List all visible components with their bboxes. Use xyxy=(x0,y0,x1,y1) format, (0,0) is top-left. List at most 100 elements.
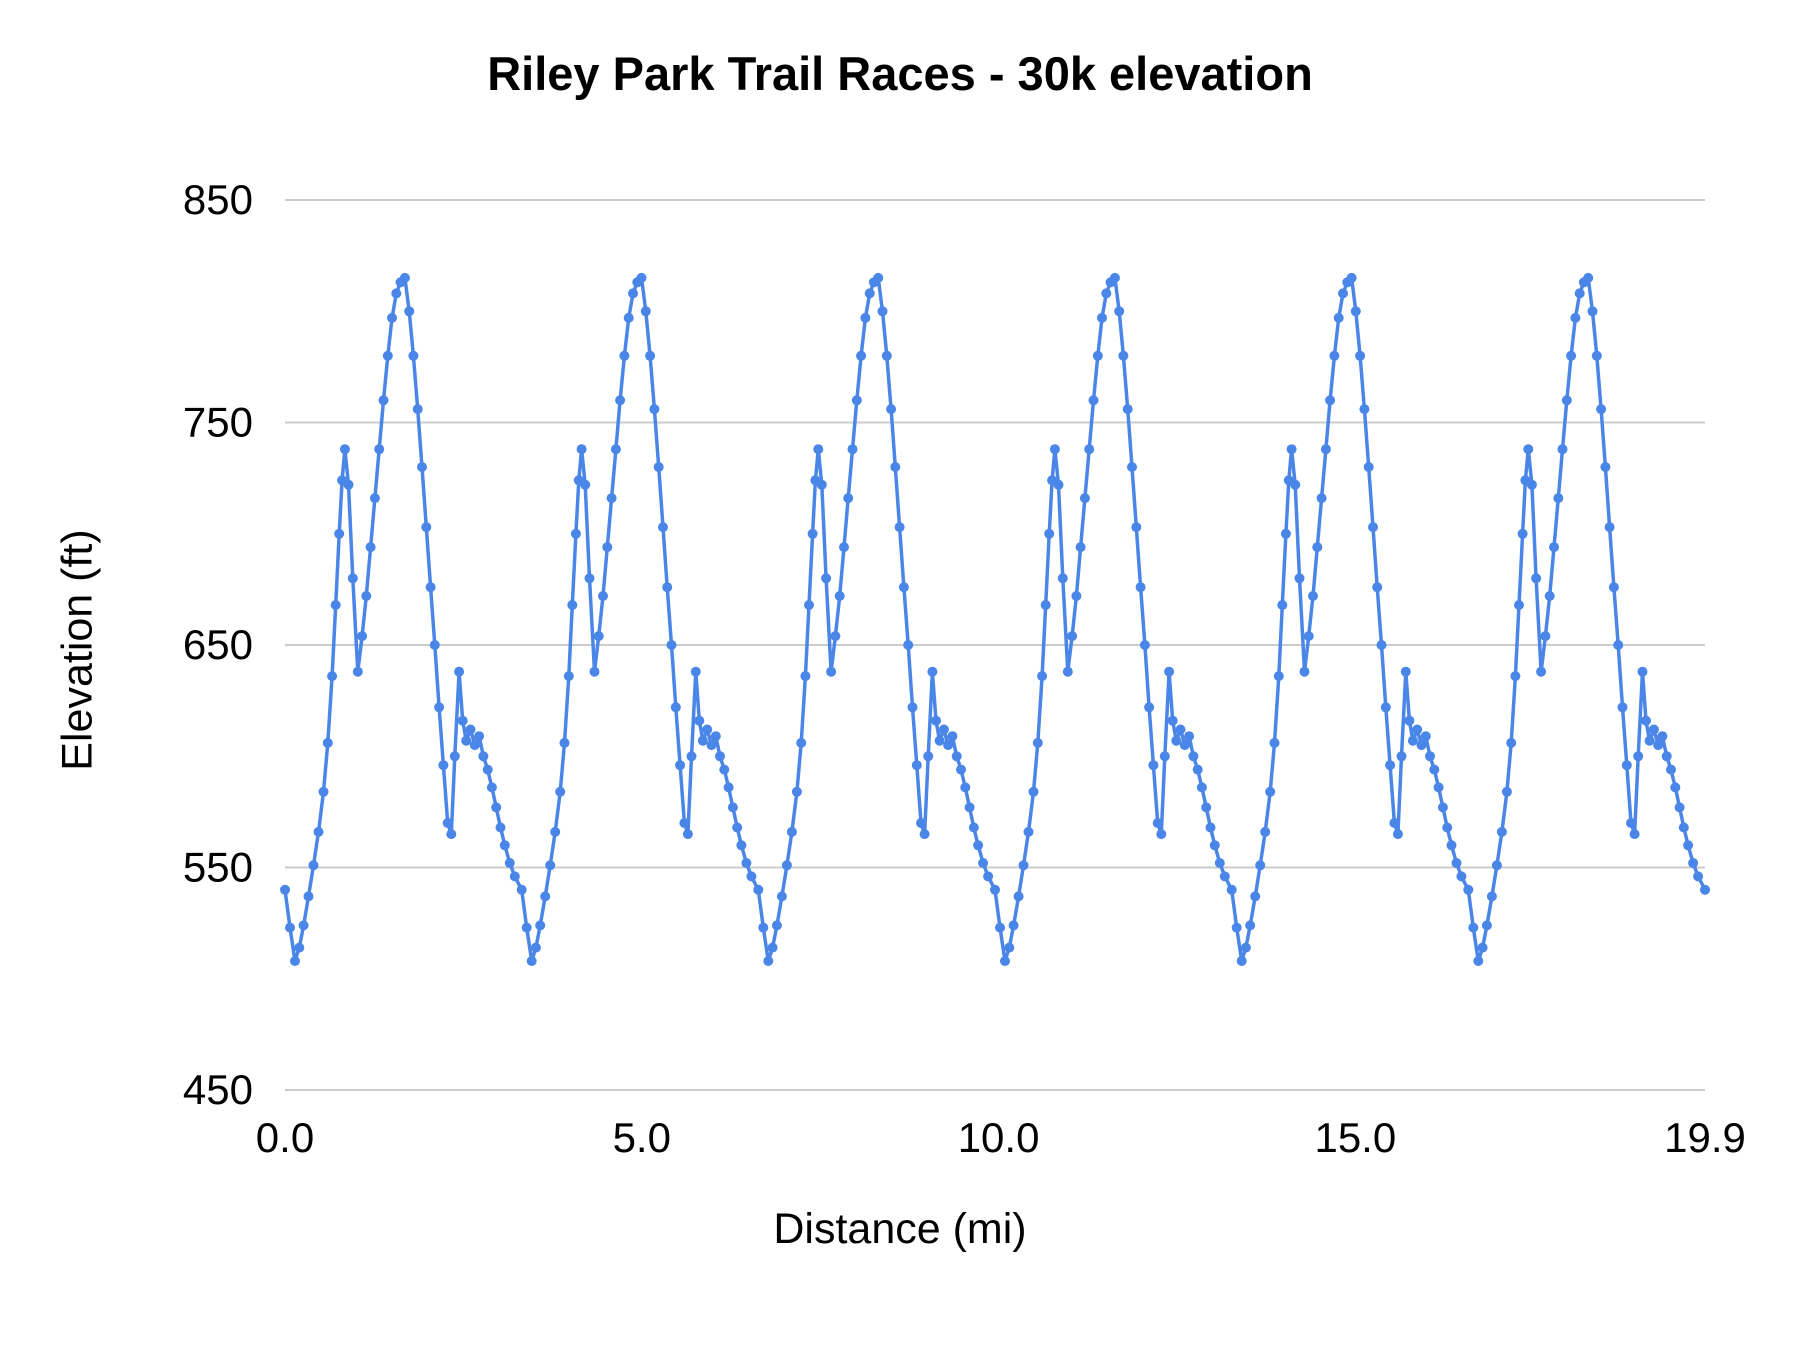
data-point xyxy=(1320,444,1331,455)
data-point xyxy=(645,350,656,361)
data-point xyxy=(1286,444,1297,455)
data-point xyxy=(1159,751,1170,762)
data-point xyxy=(1192,764,1203,775)
data-point xyxy=(318,786,329,797)
data-point xyxy=(545,860,556,871)
data-point xyxy=(516,884,527,895)
data-point xyxy=(1456,871,1467,882)
data-point xyxy=(675,760,686,771)
data-point xyxy=(526,956,537,966)
data-point xyxy=(1621,760,1632,771)
data-point xyxy=(1184,731,1195,742)
data-point xyxy=(839,542,849,553)
data-point xyxy=(1008,920,1019,931)
data-point xyxy=(1236,956,1247,966)
data-point xyxy=(361,591,372,601)
data-point xyxy=(1561,395,1572,406)
data-point xyxy=(1303,631,1314,642)
data-point xyxy=(1219,871,1230,882)
data-point xyxy=(1135,582,1146,593)
data-point xyxy=(873,272,884,283)
data-point xyxy=(1481,920,1492,931)
data-point xyxy=(294,942,305,953)
data-point xyxy=(1057,573,1068,584)
data-point xyxy=(1608,582,1619,593)
data-point xyxy=(1641,715,1651,726)
data-point xyxy=(1122,404,1133,415)
data-point xyxy=(636,272,647,283)
data-point xyxy=(670,702,681,713)
data-point xyxy=(1084,444,1095,455)
data-point xyxy=(461,735,472,746)
data-point xyxy=(285,922,295,933)
data-point xyxy=(535,920,546,931)
data-point xyxy=(1604,522,1615,533)
data-point xyxy=(1368,522,1378,533)
data-point xyxy=(1156,829,1167,840)
data-point xyxy=(927,666,938,677)
data-point xyxy=(1396,751,1407,762)
data-point xyxy=(1109,272,1120,283)
data-point xyxy=(719,764,730,775)
data-point xyxy=(1355,350,1366,361)
data-point xyxy=(530,942,541,953)
data-point xyxy=(1637,666,1648,677)
data-point xyxy=(1164,666,1175,677)
data-point xyxy=(1209,840,1220,851)
data-point xyxy=(911,760,922,771)
data-point xyxy=(813,444,824,455)
data-point xyxy=(834,591,845,601)
data-point xyxy=(821,573,832,584)
data-point xyxy=(973,840,984,851)
data-point xyxy=(1629,829,1640,840)
data-point xyxy=(1148,760,1159,771)
data-point xyxy=(1131,522,1142,533)
data-point xyxy=(1333,312,1344,323)
data-point xyxy=(903,640,914,650)
data-point xyxy=(990,884,1000,895)
data-point xyxy=(1473,956,1484,966)
data-point xyxy=(1152,818,1163,828)
data-point xyxy=(1596,404,1607,415)
data-point xyxy=(404,306,415,317)
data-point xyxy=(666,640,677,650)
data-point xyxy=(1510,671,1521,682)
data-point xyxy=(898,582,909,593)
data-point xyxy=(1442,822,1453,833)
x-tick-label: 0.0 xyxy=(256,1114,314,1161)
data-point xyxy=(767,942,778,953)
data-point xyxy=(690,666,701,677)
data-point xyxy=(1506,737,1517,748)
data-point xyxy=(968,822,979,833)
data-point xyxy=(1376,640,1387,650)
data-point xyxy=(1420,731,1431,742)
data-point xyxy=(290,956,300,966)
data-point xyxy=(715,751,725,762)
data-point xyxy=(1075,542,1086,553)
data-point xyxy=(1240,942,1251,953)
data-point xyxy=(1574,288,1585,299)
data-point xyxy=(1179,740,1190,751)
data-point xyxy=(387,312,397,323)
data-point xyxy=(1316,493,1327,504)
data-point xyxy=(504,858,515,868)
data-point xyxy=(1049,444,1060,455)
data-point xyxy=(960,782,971,793)
data-point xyxy=(584,573,595,584)
data-point xyxy=(890,462,901,472)
data-point xyxy=(303,891,314,902)
data-point xyxy=(697,735,708,746)
data-point xyxy=(1079,493,1090,504)
data-point xyxy=(1299,666,1310,677)
data-point xyxy=(1400,666,1411,677)
data-point xyxy=(706,740,717,751)
data-point xyxy=(446,829,457,840)
data-point xyxy=(907,702,918,713)
data-point xyxy=(580,479,591,490)
data-point xyxy=(640,306,651,317)
data-point xyxy=(934,735,945,746)
data-point xyxy=(710,731,721,742)
data-point xyxy=(851,395,862,406)
